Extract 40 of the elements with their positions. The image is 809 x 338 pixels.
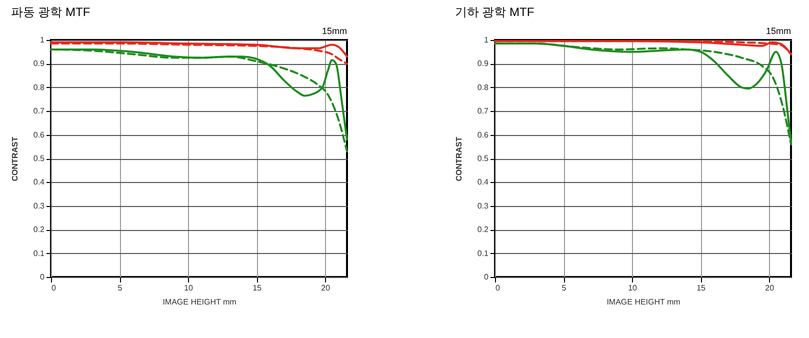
text: 15mm <box>766 26 791 36</box>
text: 15mm <box>322 26 347 36</box>
y-tick-label: 0.3 <box>477 201 490 210</box>
x-tick-label: 20 <box>765 284 775 292</box>
y-tick-label: 0.4 <box>477 178 490 187</box>
x-tick-label: 10 <box>184 284 194 292</box>
x-axis-title: IMAGE HEIGHT mm <box>606 298 681 306</box>
y-tick-label: 1 <box>484 36 490 44</box>
y-tick-label: 0.6 <box>477 130 490 140</box>
y-tick-label: 0.2 <box>33 225 46 234</box>
x-tick-label: 5 <box>118 284 123 292</box>
x-tick-label: 20 <box>321 284 331 292</box>
y-tick-label: 0.2 <box>477 225 490 234</box>
x-tick-label: 10 <box>628 284 638 292</box>
y-tick-label: 0.5 <box>33 154 46 163</box>
y-tick-label: 0.1 <box>477 248 490 258</box>
y-tick-label: 0.7 <box>477 106 490 116</box>
x-tick-label: 15 <box>252 284 262 292</box>
y-tick-label: 1 <box>40 36 46 44</box>
y-tick-label: 0.4 <box>33 178 46 187</box>
y-tick-label: 0.3 <box>33 201 46 210</box>
y-axis-title: CONTRAST <box>10 136 20 182</box>
x-tick-label: 5 <box>562 284 567 292</box>
x-tick-label: 15 <box>696 284 706 292</box>
chart-title: 파동 광학 MTF <box>10 5 90 19</box>
chart-title: 기하 광학 MTF <box>454 5 534 19</box>
y-tick-label: 0 <box>484 272 490 282</box>
x-tick-label: 0 <box>496 284 500 292</box>
y-tick-label: 0.8 <box>33 82 46 92</box>
y-tick-label: 0 <box>40 272 46 282</box>
y-tick-label: 0.1 <box>33 248 46 258</box>
y-tick-label: 0.7 <box>33 106 46 116</box>
x-tick-label: 0 <box>52 284 56 292</box>
x-axis-title: IMAGE HEIGHT mm <box>162 298 237 306</box>
y-axis-title: CONTRAST <box>454 136 464 182</box>
y-tick-label: 0.6 <box>33 130 46 140</box>
y-tick-label: 0.9 <box>33 59 46 68</box>
y-tick-label: 0.9 <box>477 59 490 68</box>
y-tick-label: 0.8 <box>477 82 490 92</box>
y-tick-label: 0.5 <box>477 154 490 163</box>
